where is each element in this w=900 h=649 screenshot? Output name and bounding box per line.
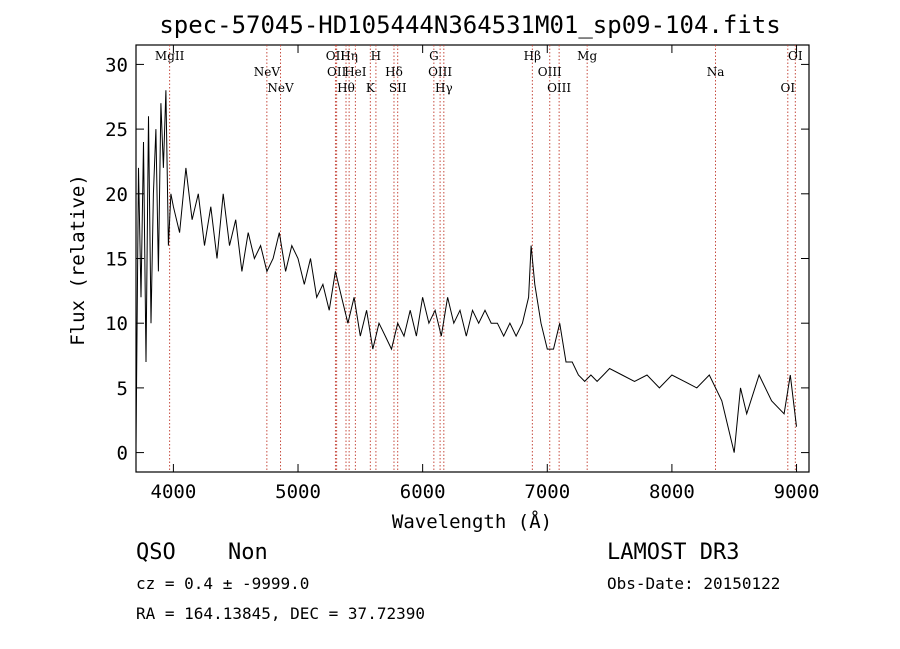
plot-frame [135, 44, 810, 473]
x-tick-label: 7000 [524, 481, 570, 503]
x-tick-label: 4000 [151, 481, 197, 503]
object-class: QSO [136, 540, 176, 565]
x-tick-label: 8000 [649, 481, 695, 503]
emission-line-label: OIII [428, 65, 452, 79]
object-subclass: Non [228, 540, 268, 565]
emission-line-label: Hη [340, 49, 358, 63]
x-tick-label: 9000 [774, 481, 820, 503]
x-tick-label: 6000 [400, 481, 446, 503]
y-tick-label: 5 [117, 378, 128, 400]
emission-line-label: Hθ [337, 81, 355, 95]
emission-line-label: OII [327, 65, 347, 79]
emission-line-label: Mg [577, 49, 597, 63]
y-tick-label: 10 [105, 313, 128, 335]
y-tick-label: 15 [105, 249, 128, 271]
coordinates-readout: RA = 164.13845, DEC = 37.72390 [136, 604, 425, 623]
emission-line-markers [169, 45, 796, 472]
emission-line-label: NeV [254, 65, 281, 79]
chart-title: spec-57045-HD105444N364531M01_sp09-104.f… [159, 11, 780, 39]
emission-line-label: NeV [267, 81, 294, 95]
emission-line-label: OI [781, 81, 796, 95]
emission-line-label: G [429, 49, 439, 63]
emission-line-label: Hδ [385, 65, 403, 79]
x-tick-label: 5000 [275, 481, 321, 503]
y-tick-label: 30 [105, 54, 128, 76]
emission-line-label: OII [326, 49, 346, 63]
emission-line-label: SII [389, 81, 407, 95]
emission-line-label: OIII [547, 81, 571, 95]
flux-series-line [135, 90, 797, 453]
emission-line-label: OIII [538, 65, 562, 79]
y-tick-label: 25 [105, 119, 128, 141]
emission-line-label: MgII [155, 49, 185, 63]
emission-line-label: Na [707, 65, 725, 79]
y-tick-label: 20 [105, 184, 128, 206]
y-tick-label: 0 [117, 443, 128, 465]
emission-line-label: K [366, 81, 376, 95]
emission-line-label: Hγ [435, 81, 453, 95]
observation-date: Obs-Date: 20150122 [607, 574, 780, 593]
emission-line-label: OI [788, 49, 803, 63]
emission-line-label: HeI [344, 65, 367, 79]
x-axis-ticks: 4000 5000 6000 7000 8000 9000 [151, 45, 820, 503]
emission-line-label: H [371, 49, 381, 63]
emission-line-label: Hβ [524, 49, 541, 63]
redshift-readout: cz = 0.4 ± -9999.0 [136, 574, 309, 593]
y-axis-label: Flux (relative) [67, 174, 89, 346]
x-axis-label: Wavelength (Å) [392, 510, 552, 533]
survey-name: LAMOST DR3 [607, 540, 739, 565]
y-axis-ticks: 0 5 10 15 20 25 30 [105, 54, 809, 465]
emission-line-labels: MgII NeV NeV OII OII Hθ Hη HeI K H Hδ SII G OIII Hγ Hβ O… [155, 49, 803, 95]
